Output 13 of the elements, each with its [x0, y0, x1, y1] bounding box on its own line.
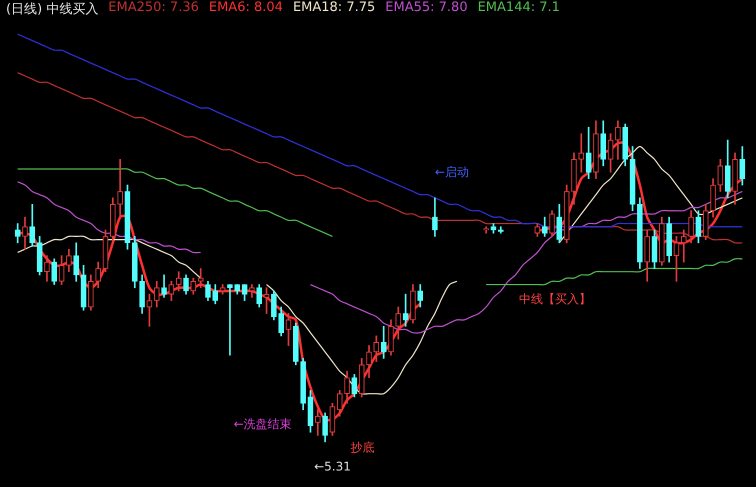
- text: ←5.31: [314, 459, 351, 474]
- text: EMA6: 8.04: [208, 0, 283, 17]
- chart-title: (日线) 中线买入: [6, 1, 98, 18]
- annotation: ←洗盘结束: [234, 417, 292, 432]
- candlestick: [146, 294, 152, 327]
- annotation: 抄底: [350, 440, 375, 454]
- annotation: ←启动: [434, 164, 469, 179]
- text: EMA144: 7.1: [478, 0, 560, 17]
- text: EMA18: 7.75: [292, 0, 376, 17]
- text: EMA55: 7.80: [385, 0, 468, 17]
- candlestick: [227, 284, 233, 356]
- text: EMA250: 7.36: [108, 0, 199, 17]
- annotation: 中线【买入】: [519, 292, 592, 306]
